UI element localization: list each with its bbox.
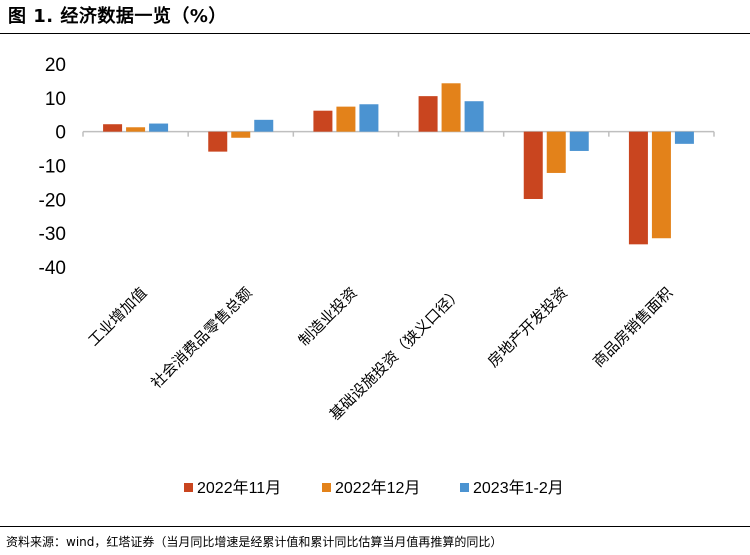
legend-label: 2023年1-2月 [473, 479, 564, 497]
title-rule [0, 33, 750, 34]
bar [208, 131, 228, 152]
bar [674, 131, 694, 144]
bar [359, 104, 379, 132]
bar [103, 124, 123, 132]
y-tick-label: -30 [39, 224, 66, 245]
legend-label: 2022年12月 [335, 479, 420, 497]
x-category-label: 房地产开发投资 [484, 284, 571, 371]
x-category-label: 商品房销售面积 [589, 284, 676, 371]
bar [336, 106, 356, 132]
y-tick-label: 0 [55, 123, 66, 144]
bar [464, 101, 484, 132]
bar [418, 96, 438, 132]
bar [254, 119, 274, 132]
y-tick-label: 20 [45, 55, 66, 76]
bar [523, 131, 543, 199]
bar [569, 131, 589, 151]
bar [441, 83, 461, 132]
legend-label: 2022年11月 [197, 479, 281, 497]
bar [313, 110, 333, 132]
legend-swatch [322, 483, 331, 492]
source-rule [0, 526, 750, 527]
figure-title: 图 1. 经济数据一览（%） [8, 6, 227, 27]
x-category-label: 工业增加值 [85, 284, 151, 350]
legend: 2022年11月 2022年12月 2023年1-2月 [184, 479, 564, 497]
bar [126, 127, 146, 132]
bar [149, 123, 169, 132]
x-category-label: 制造业投资 [295, 284, 361, 350]
bar [628, 131, 648, 245]
y-tick-label: -40 [39, 258, 66, 279]
bar [651, 131, 671, 239]
bar [231, 131, 251, 138]
bars [103, 83, 694, 245]
y-tick-label: -20 [39, 190, 66, 211]
source-note: 资料来源：wind，红塔证券（当月同比增速是经累计值和累计同比估算当月值再推算的… [6, 535, 503, 549]
y-tick-label: -10 [39, 157, 66, 178]
legend-swatch [460, 483, 469, 492]
legend-swatch [184, 483, 193, 492]
x-category-label: 社会消费品零售总额 [147, 284, 255, 392]
y-axis: 20 10 0 -10 -20 -30 -40 [39, 55, 715, 279]
y-tick-label: 10 [45, 89, 66, 110]
bar [546, 131, 566, 173]
